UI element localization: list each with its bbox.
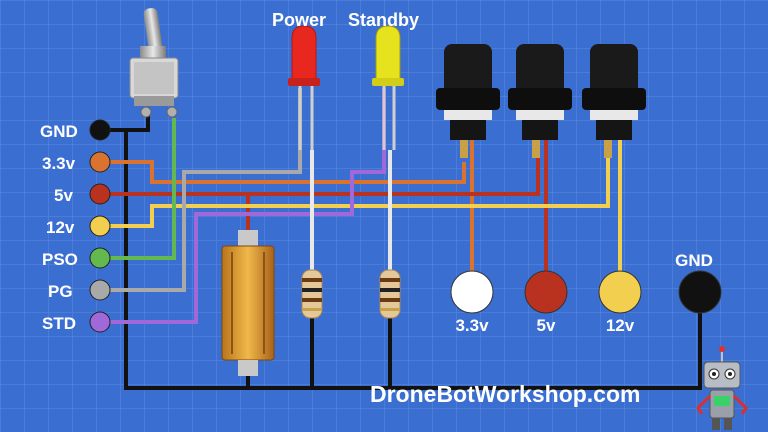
resistor-icon-2 [379, 269, 401, 319]
fuse-holder-icon-1 [436, 44, 500, 158]
output-5v [524, 270, 568, 314]
terminal-12v [89, 215, 111, 237]
label-5v: 5v [54, 186, 73, 205]
label-out-gnd: GND [675, 251, 713, 270]
wire-pso [100, 118, 176, 260]
label-pso: PSO [42, 250, 78, 269]
label-out-5v: 5v [537, 316, 556, 335]
label-std: STD [42, 314, 76, 333]
output-3v3 [450, 270, 494, 314]
output-terminals: 3.3v 5v 12v GND [450, 251, 722, 335]
label-out-3v3: 3.3v [455, 316, 489, 335]
wire-12v [100, 140, 610, 228]
output-12v [598, 270, 642, 314]
label-3v3: 3.3v [42, 154, 76, 173]
wire-3v3 [100, 160, 466, 184]
label-gnd: GND [40, 122, 78, 141]
left-terminals: GND 3.3v 5v 12v PSO PG STD [40, 119, 111, 333]
terminal-3v3 [89, 151, 111, 173]
gnd-wire [100, 128, 702, 390]
label-pg: PG [48, 282, 73, 301]
robot-mascot-icon [696, 346, 748, 430]
fuse-holder-icon-2 [508, 44, 572, 158]
output-gnd [678, 270, 722, 314]
resistor-icon-1 [301, 269, 323, 319]
terminal-std [89, 311, 111, 333]
label-power-led: Power [272, 10, 326, 30]
label-12v: 12v [46, 218, 75, 237]
led-power-icon [288, 25, 320, 150]
watermark: DroneBotWorkshop.com [370, 381, 640, 407]
toggle-switch-icon [129, 8, 179, 118]
terminal-pg [89, 279, 111, 301]
label-standby-led: Standby [348, 10, 419, 30]
terminal-pso [89, 247, 111, 269]
terminal-gnd [89, 119, 111, 141]
wire-std [100, 88, 386, 324]
led-standby-icon [372, 25, 404, 150]
fuse-holder-icon-3 [582, 44, 646, 158]
terminal-5v [89, 183, 111, 205]
label-out-12v: 12v [606, 316, 635, 335]
power-resistor-icon [221, 230, 275, 376]
wires [100, 88, 702, 390]
